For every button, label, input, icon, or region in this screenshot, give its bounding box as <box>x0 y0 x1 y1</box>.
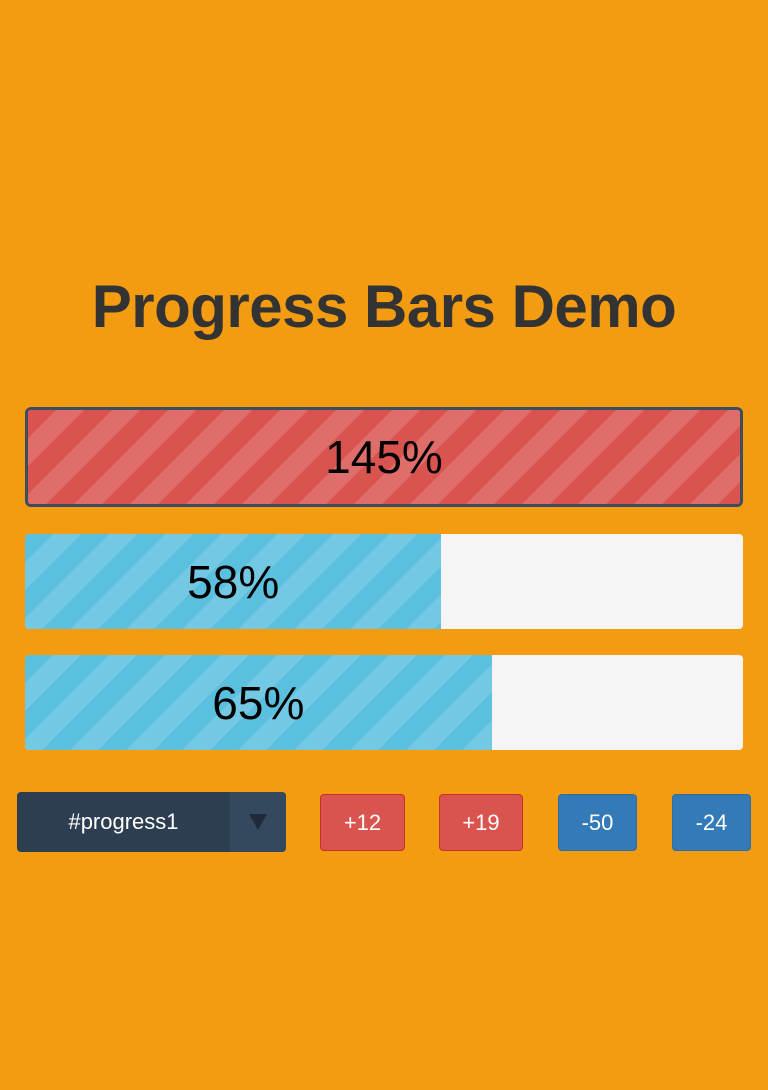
progress-label-2: 58% <box>187 555 280 608</box>
progress-bar-1: 145% <box>25 407 743 507</box>
progress-label-3: 65% <box>212 676 305 729</box>
progress-select[interactable]: #progress1 <box>17 792 286 852</box>
increase-19-button[interactable]: +19 <box>439 794 523 851</box>
dropdown-toggle[interactable] <box>230 792 286 852</box>
progress-select-value: #progress1 <box>68 809 179 834</box>
increase-12-button[interactable]: +12 <box>320 794 405 851</box>
progress-fill-2 <box>25 534 442 629</box>
progress-fill-3 <box>25 655 492 750</box>
decrease-24-button[interactable]: -24 <box>672 794 751 851</box>
progress-label-1: 145% <box>325 431 443 483</box>
progress-fill-1 <box>28 410 740 504</box>
page-title: Progress Bars Demo <box>91 273 677 340</box>
decrease-50-button[interactable]: -50 <box>558 794 637 851</box>
progress-bar-3: 65% <box>25 655 743 750</box>
triangle-down-icon <box>249 814 267 830</box>
progress-bar-2: 58% <box>25 534 743 629</box>
